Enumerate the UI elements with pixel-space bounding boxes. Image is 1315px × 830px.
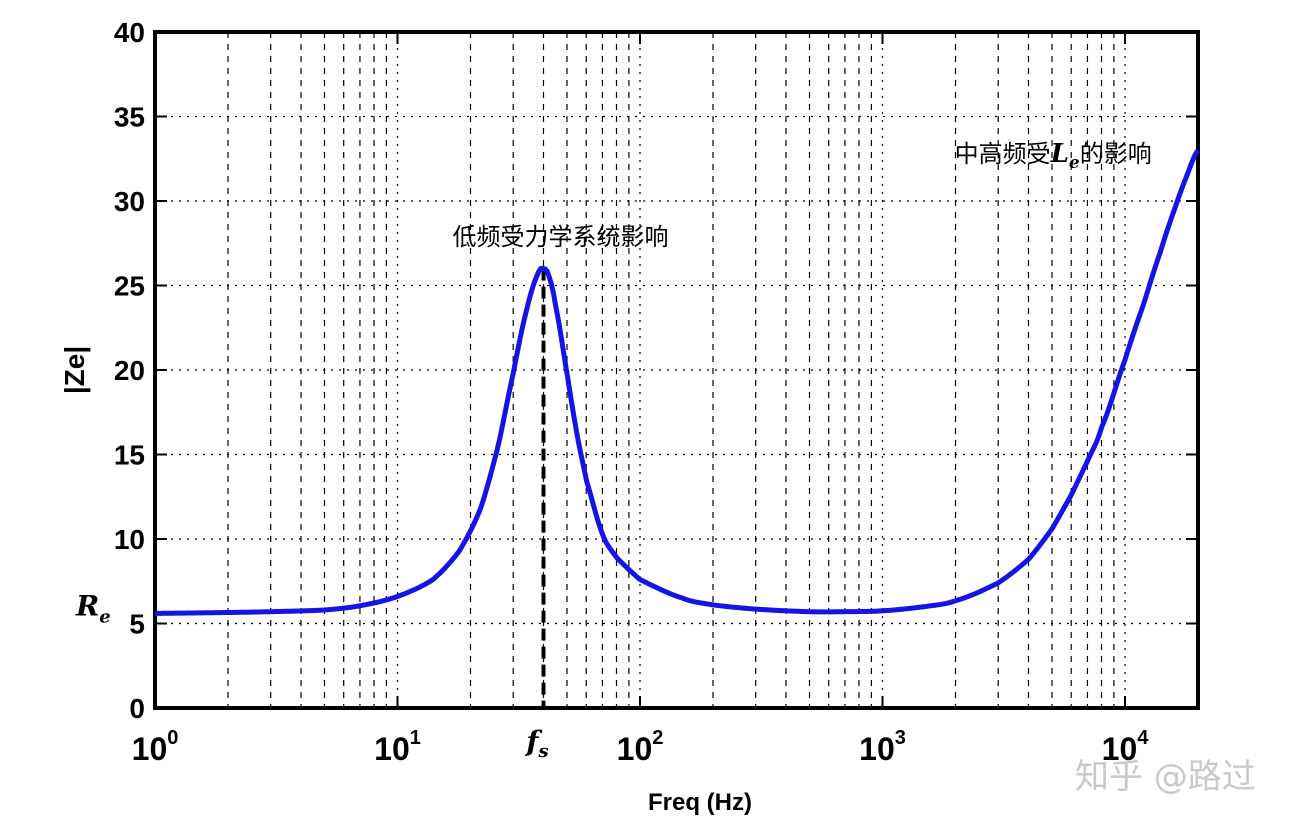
impedance-curve [154,148,1201,616]
high-frequency-annotation: 中高频受Le的影响 [955,139,1152,173]
y-tick-label: 0 [129,693,145,724]
low-frequency-annotation: 低频受力学系统影响 [452,223,668,251]
y-tick-label: 35 [114,102,145,133]
watermark: 知乎 @路过 [1075,757,1256,797]
x-tick-exponent: 4 [1137,727,1149,749]
y-tick-label: 40 [114,17,145,48]
x-tick-exponent: 3 [895,727,906,749]
grid [155,32,1198,708]
high-annotation-prefix: 中高频受 [955,140,1051,168]
y-tick-label: 15 [114,440,145,471]
le-symbol: L [1050,139,1069,169]
fs-subscript: s [537,741,548,762]
x-tick-base: 10 [374,731,410,767]
y-ticks: 0 5 10 15 20 25 30 35 40 [114,17,1198,724]
x-tick-label: 103 [859,727,906,767]
x-tick-exponent: 0 [167,727,178,749]
y-axis-label: |Ze| [59,346,90,394]
y-tick-label: 20 [114,355,145,386]
x-axis-label: Freq (Hz) [648,789,752,816]
fs-label: fs [524,725,548,762]
x-tick-label: 101 [374,727,421,767]
x-tick-exponent: 2 [652,727,663,749]
high-annotation-suffix: 的影响 [1080,140,1152,168]
y-tick-label: 10 [114,524,145,555]
x-tick-base: 10 [132,731,168,767]
y-tick-label: 30 [114,186,145,217]
re-label: Re [75,589,111,627]
re-symbol: R [75,589,99,622]
x-ticks: 100 101 102 103 104 [132,32,1150,767]
le-subscript: e [1069,153,1080,173]
x-tick-base: 10 [859,731,895,767]
x-tick-base: 10 [617,731,653,767]
x-tick-exponent: 1 [410,727,421,749]
x-tick-label: 100 [132,727,179,767]
x-tick-label: 102 [617,727,664,767]
y-tick-label: 25 [114,271,145,302]
re-subscript: e [99,606,110,627]
y-tick-label: 5 [129,609,145,640]
x-tick-base: 10 [1102,731,1138,767]
x-tick-label: 104 [1102,727,1150,767]
